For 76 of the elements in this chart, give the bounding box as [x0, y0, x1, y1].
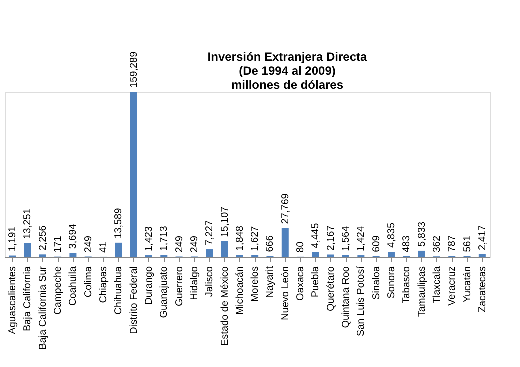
x-tick-label: Jalisco [204, 266, 216, 298]
data-label: 1,564 [341, 226, 352, 252]
x-tick-label: Morelos [250, 266, 262, 302]
x-tick-label: Aguascalientes [8, 266, 19, 334]
x-tick-label: Michoacán [234, 266, 246, 315]
x-tick-label: San Luis Potosí [356, 266, 368, 337]
data-label: 561 [462, 235, 474, 252]
data-label: 2,167 [326, 225, 337, 251]
data-label: 666 [265, 235, 276, 252]
data-label: 4,445 [310, 222, 322, 248]
data-label: 3,694 [68, 224, 80, 250]
data-label: 4,835 [386, 222, 398, 248]
data-label: 483 [402, 235, 413, 252]
x-tick-label: Hidalgo [189, 266, 200, 300]
x-tick-label: Durango [144, 266, 155, 305]
data-label: 1,424 [356, 226, 368, 252]
x-tick-label: Quintana Roo [341, 266, 352, 328]
bar [70, 253, 77, 257]
data-label: 80 [296, 241, 307, 253]
bar [115, 242, 122, 257]
data-label: 249 [174, 236, 186, 253]
bar [418, 250, 426, 257]
data-label: 159,289 [128, 51, 140, 88]
x-tick-label: Puebla [310, 266, 322, 298]
x-tick-label: Chiapas [98, 266, 110, 304]
data-label: 249 [83, 236, 94, 253]
x-tick-label: Zacatecas [477, 266, 488, 313]
data-label: 362 [432, 236, 443, 253]
x-tick-label: Guerrero [174, 266, 186, 307]
data-label: 787 [447, 235, 458, 252]
data-label: 609 [371, 235, 382, 252]
data-label: 5,833 [416, 221, 428, 247]
data-label: 41 [98, 241, 110, 253]
data-label: 13,251 [22, 208, 34, 240]
x-tick-label: Querétaro [326, 266, 337, 312]
x-tick-label: Distrito Federal [128, 266, 140, 334]
data-label: 1,191 [8, 226, 19, 252]
x-tick-label: Nayarit [265, 266, 276, 298]
x-tick-label: Veracruz [447, 266, 458, 306]
bar [24, 243, 32, 257]
data-label: 2,417 [477, 225, 488, 250]
x-tick-label: Guanajuato [159, 266, 170, 318]
bar [478, 254, 486, 257]
data-label: 15,107 [220, 206, 231, 238]
bar [130, 92, 138, 257]
x-tick-label: Sonora [386, 266, 398, 299]
x-tick-label: Oaxaca [296, 266, 307, 301]
x-tick-label: Estado de México [220, 266, 231, 346]
x-tick-label: Nuevo León [280, 266, 292, 320]
data-label: 27,769 [280, 193, 292, 224]
chart-title: Inversión Extranjera Directa (De 1994 al 2009) millones de dólares [208, 50, 368, 92]
x-tick-label: Yucatán [462, 266, 474, 303]
data-label: 1,713 [159, 226, 170, 252]
data-label: 171 [53, 236, 64, 253]
data-label: 1,848 [234, 226, 246, 252]
data-label: 249 [189, 236, 200, 253]
x-tick-label: Coahuila [68, 266, 80, 306]
data-label: 7,227 [204, 220, 216, 246]
data-label: 1,423 [144, 226, 155, 252]
x-tick-label: Chihuahua [114, 266, 125, 315]
bar [221, 241, 228, 257]
bar [388, 252, 395, 257]
data-label: 2,256 [38, 225, 49, 251]
bar [312, 252, 320, 257]
x-tick-label: Colima [83, 266, 94, 298]
x-tick-label: Tlaxcala [432, 266, 443, 304]
data-label: 1,627 [250, 226, 262, 252]
bar [282, 228, 289, 257]
x-tick-label: Tabasco [402, 266, 413, 304]
data-label: 13,589 [114, 208, 125, 239]
x-tick-label: Sinaloa [371, 266, 382, 300]
x-tick-label: Baja California [22, 266, 34, 332]
x-tick-label: Baja California Sur [38, 266, 49, 350]
bar [206, 250, 214, 257]
x-tick-label: Tamaulipas [416, 266, 428, 318]
x-tick-label: Campeche [53, 266, 64, 315]
